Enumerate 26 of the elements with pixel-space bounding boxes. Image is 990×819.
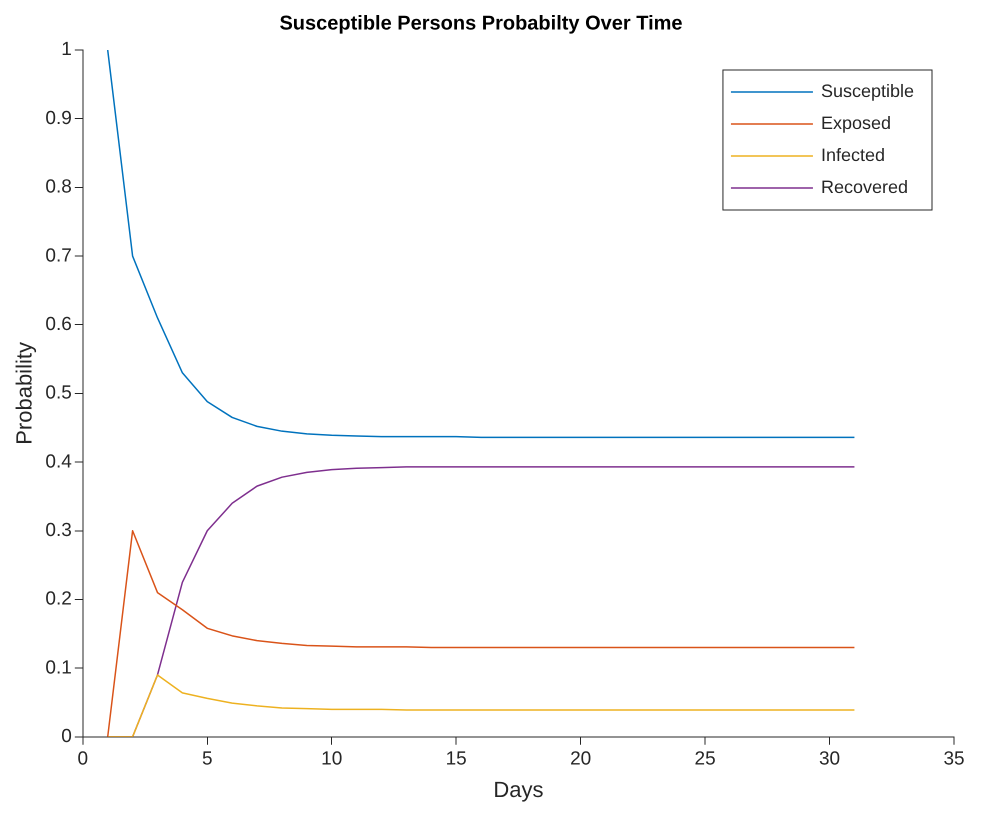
y-tick-label: 0.8 [45, 176, 72, 198]
y-tick-label: 0.9 [45, 108, 72, 129]
chart-title: Susceptible Persons Probabilty Over Time [279, 12, 683, 35]
y-tick-label: 0.3 [45, 520, 72, 541]
legend-label: Exposed [820, 112, 892, 133]
x-tick-label: 25 [694, 748, 716, 770]
y-tick-label: 1 [61, 39, 72, 60]
x-tick-label: 15 [446, 748, 467, 770]
x-tick-label: 30 [818, 748, 840, 770]
x-tick-label: 0 [78, 748, 88, 770]
y-tick-label: 0 [61, 726, 72, 748]
x-tick-label: 35 [943, 748, 965, 770]
x-tick-label: 10 [321, 748, 342, 770]
y-axis-title: Probability [11, 342, 36, 445]
y-tick-label: 0.6 [45, 314, 72, 335]
legend-label: Recovered [820, 176, 908, 197]
y-tick-label: 0.1 [45, 657, 72, 678]
x-axis-title: Days [493, 776, 544, 802]
x-tick-label: 20 [570, 748, 592, 770]
legend-label: Infected [820, 144, 885, 165]
y-tick-label: 0.2 [45, 588, 72, 610]
y-tick-label: 0.5 [45, 382, 72, 404]
y-tick-label: 0.7 [45, 245, 72, 266]
legend-label: Susceptible [820, 80, 914, 101]
y-tick-label: 0.4 [45, 451, 72, 472]
x-tick-label: 5 [202, 748, 213, 770]
